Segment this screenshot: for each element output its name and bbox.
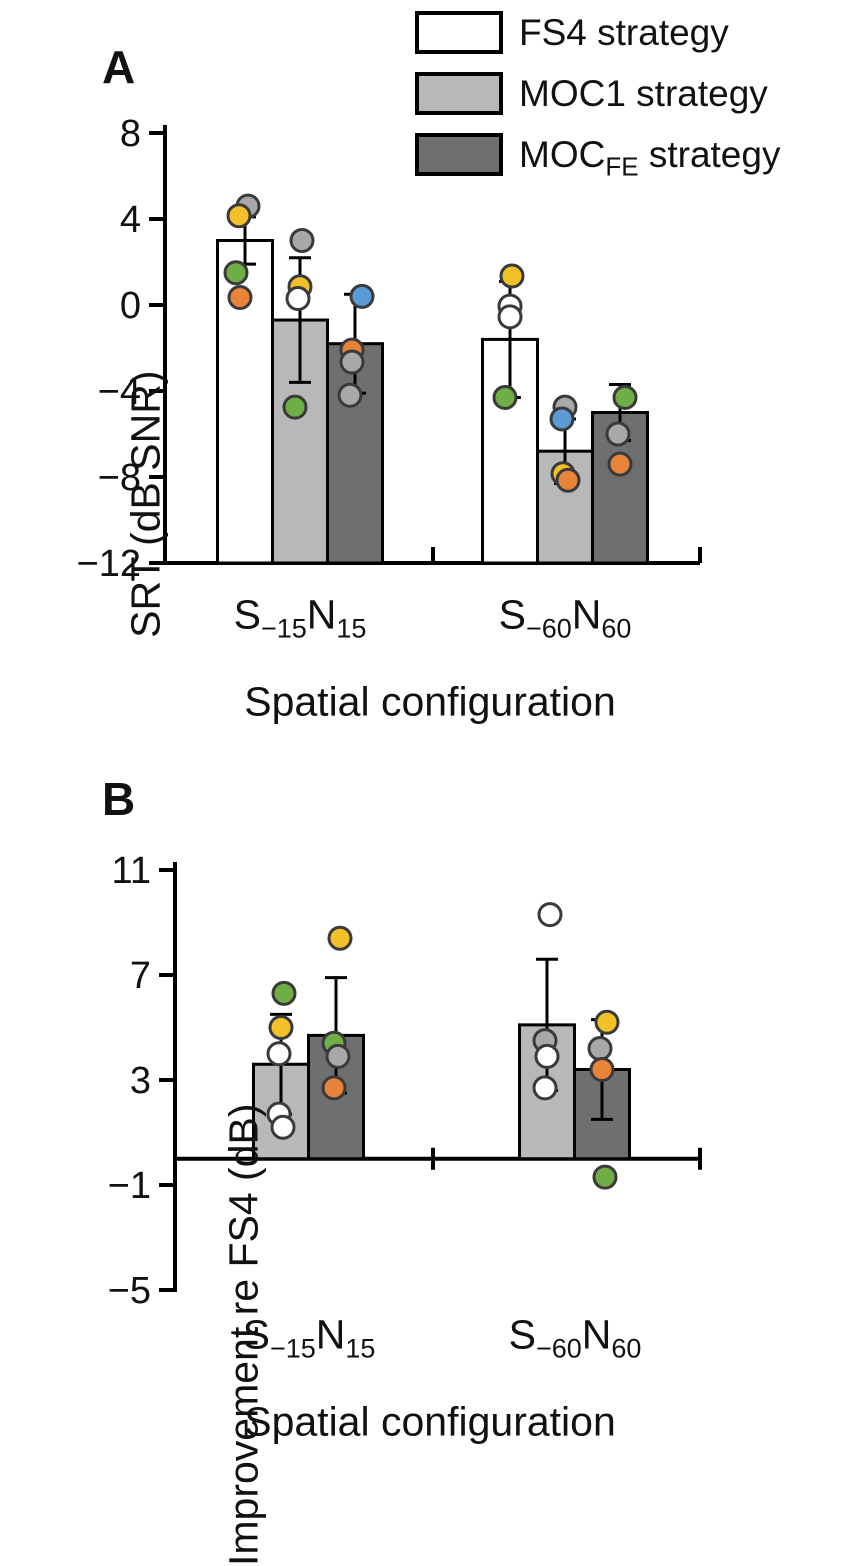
legend-label-fs4: FS4 strategy	[519, 14, 729, 51]
svg-text:4: 4	[120, 199, 141, 241]
panel-b-x-tick-label-1: S−15N15	[243, 1312, 376, 1359]
legend-swatch-fs4	[415, 11, 503, 54]
legend: FS4 strategy MOC1 strategy MOCFE strateg…	[415, 11, 780, 176]
svg-text:7: 7	[130, 955, 151, 997]
panel-b-x-axis-title: Spatial configuration	[244, 1399, 616, 1446]
panel-b-label: B	[102, 772, 135, 826]
legend-label-mocfe: MOCFE strategy	[519, 136, 780, 173]
panel-a-x-axis-title: Spatial configuration	[244, 679, 616, 726]
legend-item-moc1: MOC1 strategy	[415, 72, 780, 115]
panel-b-x-tick-label-2: S−60N60	[509, 1312, 642, 1359]
svg-text:8: 8	[120, 113, 141, 155]
svg-text:−1: −1	[108, 1165, 151, 1207]
legend-item-fs4: FS4 strategy	[415, 11, 780, 54]
panel-a-y-axis-title: SRT (dB SNR)	[123, 371, 170, 638]
svg-text:−5: −5	[108, 1270, 151, 1312]
legend-swatch-mocfe	[415, 133, 503, 176]
legend-label-moc1: MOC1 strategy	[519, 75, 768, 112]
panel-a-x-tick-label-1: S−15N15	[234, 592, 367, 639]
legend-swatch-moc1	[415, 72, 503, 115]
svg-text:11: 11	[112, 850, 151, 892]
svg-text:0: 0	[120, 285, 141, 327]
legend-item-mocfe: MOCFE strategy	[415, 133, 780, 176]
panel-a-label: A	[102, 40, 135, 94]
svg-text:3: 3	[130, 1060, 151, 1102]
panel-a-x-tick-label-2: S−60N60	[499, 592, 632, 639]
